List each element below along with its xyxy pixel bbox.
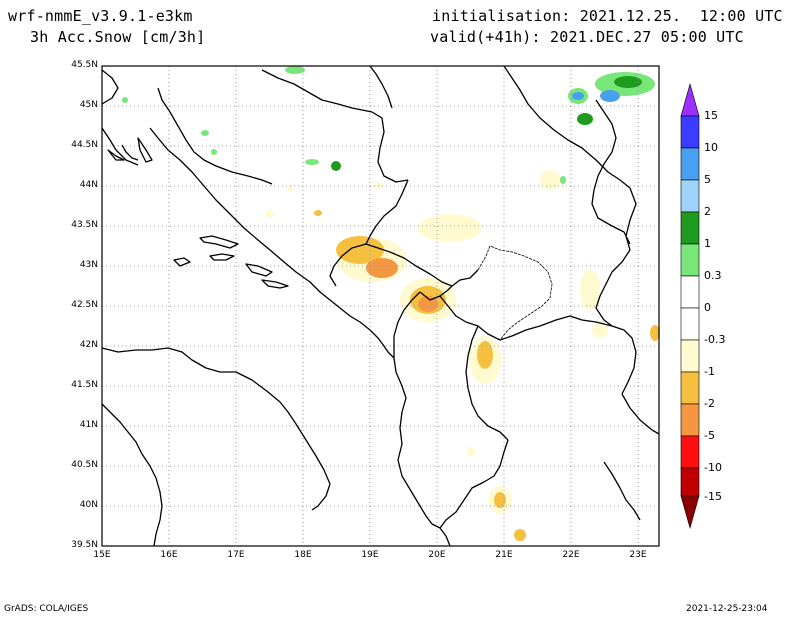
valid-time: valid(+41h): 2021.DEC.27 05:00 UTC (430, 28, 744, 46)
colorbar (680, 82, 700, 530)
lat-tick: 39.5N (71, 540, 98, 550)
colorbar-label: -1 (704, 365, 715, 378)
lon-tick: 22E (562, 550, 580, 560)
lat-tick: 44N (79, 180, 98, 190)
colorbar-label: 0 (704, 301, 711, 314)
lon-tick: 20E (428, 550, 446, 560)
init-time: initialisation: 2021.12.25. 12:00 UTC (432, 7, 783, 25)
colorbar-label: -2 (704, 397, 715, 410)
colorbar-bottom-arrow (680, 495, 700, 530)
lat-tick: 45.5N (71, 60, 98, 70)
colorbar-top-arrow (680, 82, 700, 117)
lon-tick: 18E (294, 550, 312, 560)
map-area (101, 65, 660, 547)
coastlines-borders (101, 65, 660, 547)
colorbar-label: 15 (704, 109, 718, 122)
colorbar-label: -15 (704, 490, 722, 503)
lat-tick: 41.5N (71, 380, 98, 390)
lon-tick: 15E (93, 550, 111, 560)
lat-tick: 43N (79, 260, 98, 270)
lon-tick: 23E (629, 550, 647, 560)
colorbar-label: -10 (704, 461, 722, 474)
lon-tick: 17E (227, 550, 245, 560)
field-title: 3h Acc.Snow [cm/3h] (30, 28, 206, 46)
lat-tick: 42N (79, 340, 98, 350)
kosovo-border (477, 245, 553, 341)
colorbar-label: 1 (704, 237, 711, 250)
colorbar-label: 5 (704, 173, 711, 186)
colorbar-label: -0.3 (704, 333, 726, 346)
colorbar-label: 10 (704, 141, 718, 154)
lat-tick: 42.5N (71, 300, 98, 310)
footer-credit: GrADS: COLA/IGES (4, 604, 89, 614)
lat-tick: 40N (79, 500, 98, 510)
model-title: wrf-nmmE_v3.9.1-e3km (8, 7, 193, 25)
lat-tick: 44.5N (71, 140, 98, 150)
lat-tick: 41N (79, 420, 98, 430)
lat-tick: 43.5N (71, 220, 98, 230)
footer-timestamp: 2021-12-25-23:04 (686, 604, 768, 614)
map-grid (102, 66, 659, 546)
colorbar-label: 0.3 (704, 269, 722, 282)
lon-tick: 16E (160, 550, 178, 560)
lat-tick: 40.5N (71, 460, 98, 470)
lon-tick: 19E (361, 550, 379, 560)
lon-tick: 21E (495, 550, 513, 560)
colorbar-label: -5 (704, 429, 715, 442)
lat-tick: 45N (79, 100, 98, 110)
colorbar-label: 2 (704, 205, 711, 218)
